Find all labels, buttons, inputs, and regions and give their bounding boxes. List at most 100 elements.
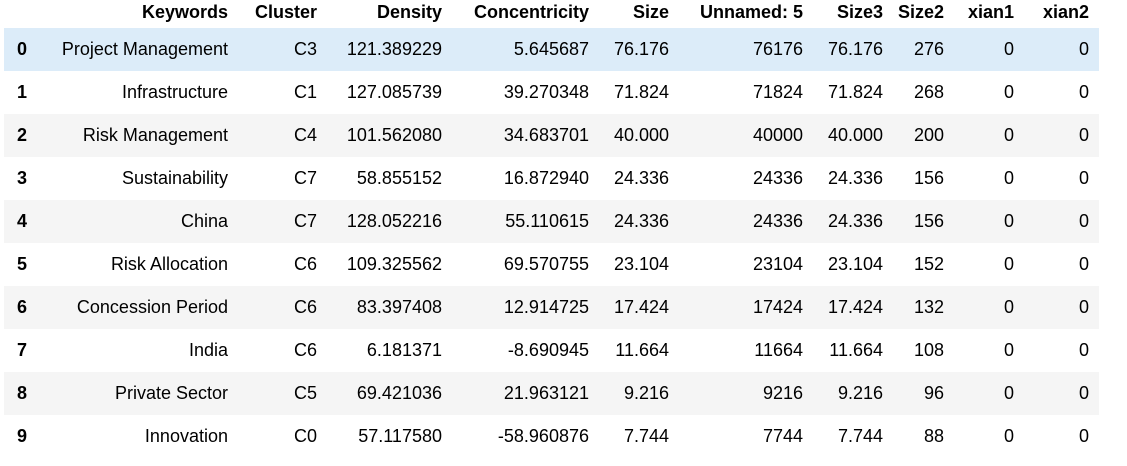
cell-cluster: C5 bbox=[293, 383, 317, 403]
row-index: 4 bbox=[17, 211, 28, 231]
table-row: 8 Private Sector C5 69.421036 21.963121 9.216… bbox=[4, 372, 1099, 415]
cell-keywords: Private Sector bbox=[114, 383, 228, 403]
table-row: 5 Risk Allocation C6 109.325562 69.570755 23.… bbox=[4, 243, 1099, 286]
cell-cluster: C6 bbox=[293, 254, 317, 274]
cell-keywords: China bbox=[180, 211, 228, 231]
cell-concentricity: -8.690945 bbox=[507, 340, 589, 360]
cell-size2: 88 bbox=[923, 426, 944, 446]
column-header-size2: Size2 bbox=[897, 2, 944, 22]
cell-size: 40.000 bbox=[613, 125, 669, 145]
column-header-concentricity: Concentricity bbox=[473, 2, 589, 22]
cell-size3: 11.664 bbox=[829, 340, 883, 360]
cell-cluster: C7 bbox=[293, 168, 317, 188]
cell-density: 109.325562 bbox=[346, 254, 442, 274]
cell-xian2: 0 bbox=[1078, 426, 1089, 446]
cell-density: 83.397408 bbox=[356, 297, 442, 317]
cell-size2: 268 bbox=[913, 82, 944, 102]
row-index: 8 bbox=[17, 383, 28, 403]
table-row: 3 Sustainability C7 58.855152 16.872940 24.33… bbox=[4, 157, 1099, 200]
cell-keywords: India bbox=[188, 340, 228, 360]
cell-xian1: 0 bbox=[1003, 82, 1014, 102]
cell-concentricity: 39.270348 bbox=[503, 82, 589, 102]
cell-size3: 23.104 bbox=[827, 254, 883, 274]
cell-unnamed-5: 24336 bbox=[752, 211, 803, 231]
cell-cluster: C7 bbox=[293, 211, 317, 231]
cell-xian2: 0 bbox=[1078, 297, 1089, 317]
cell-cluster: C3 bbox=[293, 39, 317, 59]
cell-density: 57.117580 bbox=[358, 426, 442, 446]
cell-concentricity: 34.683701 bbox=[503, 125, 589, 145]
column-header-cluster: Cluster bbox=[254, 2, 317, 22]
cell-size3: 17.424 bbox=[827, 297, 883, 317]
cell-cluster: C0 bbox=[293, 426, 317, 446]
cell-size: 7.744 bbox=[623, 426, 669, 446]
cell-density: 128.052216 bbox=[346, 211, 442, 231]
table-row: 1 Infrastructure C1 127.085739 39.270348 71.8… bbox=[4, 71, 1099, 114]
cell-xian2: 0 bbox=[1078, 168, 1089, 188]
cell-density: 58.855152 bbox=[356, 168, 442, 188]
table-row: 7 India C6 6.181371 -8.690945 11.664 11664 11.6… bbox=[4, 329, 1099, 372]
cell-unnamed-5: 17424 bbox=[752, 297, 803, 317]
cell-xian2: 0 bbox=[1078, 82, 1089, 102]
cell-xian2: 0 bbox=[1078, 39, 1089, 59]
cell-size2: 276 bbox=[913, 39, 944, 59]
cell-xian2: 0 bbox=[1078, 125, 1089, 145]
cell-xian1: 0 bbox=[1003, 39, 1014, 59]
cell-xian1: 0 bbox=[1003, 168, 1014, 188]
row-index: 5 bbox=[17, 254, 28, 274]
row-index: 6 bbox=[17, 297, 28, 317]
cell-xian1: 0 bbox=[1003, 297, 1014, 317]
cell-size3: 40.000 bbox=[827, 125, 883, 145]
cell-xian2: 0 bbox=[1078, 340, 1089, 360]
table-header: Keywords Cluster Density Concentricity Size U… bbox=[4, 0, 1099, 28]
cell-density: 101.562080 bbox=[346, 125, 442, 145]
cell-size3: 7.744 bbox=[837, 426, 883, 446]
cell-size3: 9.216 bbox=[837, 383, 883, 403]
cell-size2: 96 bbox=[923, 383, 944, 403]
cell-size: 71.824 bbox=[613, 82, 669, 102]
table-row: 0 Project Management C3 121.389229 5.645687 7… bbox=[4, 28, 1099, 71]
cell-density: 69.421036 bbox=[356, 383, 442, 403]
cell-xian1: 0 bbox=[1003, 254, 1014, 274]
column-header-keywords: Keywords bbox=[141, 2, 228, 22]
column-header-index bbox=[4, 0, 39, 28]
cell-keywords: Concession Period bbox=[76, 297, 228, 317]
cell-density: 127.085739 bbox=[346, 82, 442, 102]
cell-unnamed-5: 24336 bbox=[752, 168, 803, 188]
cell-unnamed-5: 71824 bbox=[752, 82, 803, 102]
cell-concentricity: 5.645687 bbox=[513, 39, 589, 59]
cell-size: 24.336 bbox=[613, 168, 669, 188]
row-index: 7 bbox=[17, 340, 28, 360]
column-header-xian2: xian2 bbox=[1042, 2, 1089, 22]
column-header-size3: Size3 bbox=[836, 2, 883, 22]
table-row: 6 Concession Period C6 83.397408 12.914725 17… bbox=[4, 286, 1099, 329]
cell-size: 23.104 bbox=[613, 254, 669, 274]
cell-density: 121.389229 bbox=[346, 39, 442, 59]
cell-keywords: Risk Allocation bbox=[110, 254, 228, 274]
cell-size3: 76.176 bbox=[827, 39, 883, 59]
cell-unnamed-5: 76176 bbox=[752, 39, 803, 59]
cell-unnamed-5: 9216 bbox=[762, 383, 803, 403]
cell-xian1: 0 bbox=[1003, 125, 1014, 145]
cell-xian2: 0 bbox=[1078, 211, 1089, 231]
table-row: 4 China C7 128.052216 55.110615 24.336 24336 24… bbox=[4, 200, 1099, 243]
cell-keywords: Risk Management bbox=[82, 125, 228, 145]
cell-unnamed-5: 7744 bbox=[762, 426, 803, 446]
cell-size2: 156 bbox=[913, 211, 944, 231]
cell-size2: 132 bbox=[913, 297, 944, 317]
cell-xian1: 0 bbox=[1003, 211, 1014, 231]
table-row: 9 Innovation C0 57.117580 -58.960876 7.744 774… bbox=[4, 415, 1099, 458]
cell-cluster: C6 bbox=[293, 340, 317, 360]
cell-keywords: Project Management bbox=[61, 39, 228, 59]
table-body: 0 Project Management C3 121.389229 5.645687 7… bbox=[4, 28, 1099, 458]
row-index: 9 bbox=[17, 426, 28, 446]
row-index: 3 bbox=[17, 168, 28, 188]
cell-xian1: 0 bbox=[1003, 426, 1014, 446]
column-header-density: Density bbox=[376, 2, 442, 22]
cell-size: 9.216 bbox=[623, 383, 669, 403]
column-header-unnamed-5: Unnamed: 5 bbox=[699, 2, 803, 22]
cell-size3: 71.824 bbox=[827, 82, 883, 102]
cell-cluster: C4 bbox=[293, 125, 317, 145]
table-row: 2 Risk Management C4 101.562080 34.683701 40.… bbox=[4, 114, 1099, 157]
